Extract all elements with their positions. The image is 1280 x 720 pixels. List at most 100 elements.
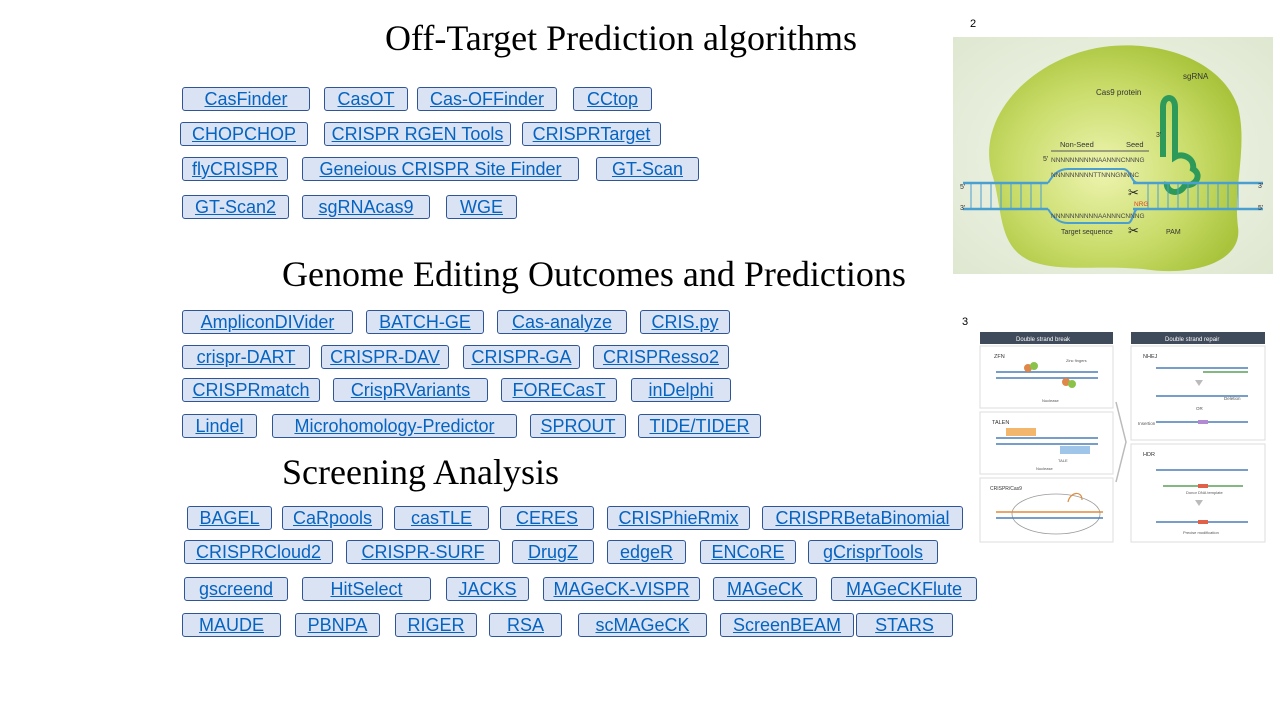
tool-button-edger[interactable]: edgeR <box>607 540 686 564</box>
tool-button-pbnpa[interactable]: PBNPA <box>295 613 380 637</box>
tool-button-amplicondivider[interactable]: AmpliconDIVider <box>182 310 353 334</box>
tool-button-castle[interactable]: casTLE <box>394 506 489 530</box>
tool-button-gt-scan2[interactable]: GT-Scan2 <box>182 195 289 219</box>
tool-button-lindel[interactable]: Lindel <box>182 414 257 438</box>
tool-button-cas-analyze[interactable]: Cas-analyze <box>497 310 627 334</box>
tool-button-carpools[interactable]: CaRpools <box>282 506 383 530</box>
dsb-header: Double strand break <box>1016 337 1071 343</box>
tool-button-chopchop[interactable]: CHOPCHOP <box>180 122 308 146</box>
figure3-number: 3 <box>962 316 969 328</box>
five-prime-seq: 5' <box>1043 156 1048 163</box>
talen-label: TALEN <box>992 420 1009 426</box>
tool-button-tide-tider[interactable]: TIDE/TIDER <box>638 414 761 438</box>
tool-button-gscreend[interactable]: gscreend <box>184 577 288 601</box>
dsr-header: Double strand repair <box>1165 337 1219 343</box>
down-arrow <box>1195 380 1203 386</box>
insertion-mark <box>1198 420 1208 424</box>
tool-button-flycrispr[interactable]: flyCRISPR <box>182 157 288 181</box>
zinc-finger-shape <box>1030 362 1038 370</box>
dsb-repair-diagram: Double strand break Double strand repair… <box>978 332 1268 545</box>
tool-button-crispr-dart[interactable]: crispr-DART <box>182 345 310 369</box>
tool-button-drugz[interactable]: DrugZ <box>512 540 594 564</box>
tool-button-crisprcloud2[interactable]: CRISPRCloud2 <box>184 540 333 564</box>
tool-button-encore[interactable]: ENCoRE <box>700 540 796 564</box>
tool-button-mageckflute[interactable]: MAGeCKFlute <box>831 577 977 601</box>
tool-button-indelphi[interactable]: inDelphi <box>631 378 731 402</box>
donor-label: Donor DNA template <box>1186 490 1223 495</box>
donor-mark <box>1198 484 1208 488</box>
tool-button-rsa[interactable]: RSA <box>489 613 562 637</box>
tool-button-hitselect[interactable]: HitSelect <box>302 577 431 601</box>
tool-button-crispresso2[interactable]: CRISPResso2 <box>593 345 729 369</box>
scissors-icon-lower: ✂ <box>1128 223 1139 238</box>
tool-button-crisprbetabinomial[interactable]: CRISPRBetaBinomial <box>762 506 963 530</box>
tool-button-mageck[interactable]: MAGeCK <box>713 577 817 601</box>
modification-mark <box>1198 520 1208 524</box>
tool-button-scmageck[interactable]: scMAGeCK <box>578 613 707 637</box>
tool-button-stars[interactable]: STARS <box>856 613 953 637</box>
tool-button-crisprmatch[interactable]: CRISPRmatch <box>182 378 320 402</box>
tool-button-gt-scan[interactable]: GT-Scan <box>596 157 699 181</box>
tool-button-sprout[interactable]: SPROUT <box>530 414 626 438</box>
tool-button-riger[interactable]: RIGER <box>395 613 477 637</box>
nrg-label: NRG <box>1134 201 1148 208</box>
tool-button-wge[interactable]: WGE <box>446 195 517 219</box>
tool-button-sgrnacas9[interactable]: sgRNAcas9 <box>302 195 430 219</box>
tool-button-ceres[interactable]: CERES <box>500 506 594 530</box>
sgrna-stemloop <box>1160 95 1201 195</box>
tool-button-forecast[interactable]: FORECasT <box>501 378 617 402</box>
figure2-number: 2 <box>970 18 977 30</box>
sequence-bottom: NNNNNNNNNNAANNNCNNNG <box>1051 213 1145 220</box>
tale-repeats <box>1060 446 1090 454</box>
tool-button-jacks[interactable]: JACKS <box>446 577 529 601</box>
or-label: OR <box>1196 406 1204 411</box>
sequence-top: NNNNNNNNNNAANNNCNNNG <box>1051 157 1145 164</box>
pam-label: PAM <box>1166 229 1181 236</box>
tool-button-crisphiermix[interactable]: CRISPhieRmix <box>607 506 750 530</box>
tool-button-crispr-ga[interactable]: CRISPR-GA <box>463 345 580 369</box>
tool-button-mageck-vispr[interactable]: MAGeCK-VISPR <box>543 577 700 601</box>
tool-button-maude[interactable]: MAUDE <box>182 613 281 637</box>
deletion-label: Deletion <box>1224 396 1241 401</box>
down-arrow <box>1195 500 1203 506</box>
cas9-outline <box>1011 493 1101 535</box>
zinc-fingers-label: Zinc fingers <box>1066 358 1087 363</box>
tool-button-gcrisprtools[interactable]: gCrisprTools <box>808 540 938 564</box>
nhej-panel <box>1130 345 1266 441</box>
offtarget-title: Off-Target Prediction algorithms <box>385 18 858 58</box>
five-prime-right: 5' <box>1258 205 1263 212</box>
scissors-icon: ✂ <box>1128 185 1139 200</box>
dsr-header-bar <box>1131 332 1265 344</box>
tool-button-crispr-rgen-tools[interactable]: CRISPR RGEN Tools <box>324 122 511 146</box>
tool-button-cctop[interactable]: CCtop <box>573 87 652 111</box>
tool-button-screenbeam[interactable]: ScreenBEAM <box>720 613 854 637</box>
tool-button-cas-offinder[interactable]: Cas-OFFinder <box>417 87 557 111</box>
zfn-label: ZFN <box>994 354 1005 360</box>
tool-button-casfinder[interactable]: CasFinder <box>182 87 310 111</box>
three-prime-sgrna: 3' <box>1156 132 1161 139</box>
sequence-middle: NNNNNNNNNTTNNNGNNNC <box>1051 172 1139 179</box>
tale-label: TALE <box>1058 458 1068 463</box>
zfn-panel <box>979 345 1114 409</box>
nuclease-label-zfn: Nuclease <box>1042 398 1059 403</box>
screening-title: Screening Analysis <box>282 452 559 492</box>
tool-button-batch-ge[interactable]: BATCH-GE <box>366 310 484 334</box>
tool-button-crispr-surf[interactable]: CRISPR-SURF <box>346 540 500 564</box>
tool-button-microhomology-predictor[interactable]: Microhomology-Predictor <box>272 414 517 438</box>
tool-button-crisprtarget[interactable]: CRISPRTarget <box>522 122 661 146</box>
genome-editing-title: Genome Editing Outcomes and Predictions <box>282 254 906 294</box>
five-prime-left: 5' <box>960 184 965 191</box>
tool-button-geneious-crispr-site-finder[interactable]: Geneious CRISPR Site Finder <box>302 157 579 181</box>
tool-button-crispr-dav[interactable]: CRISPR-DAV <box>321 345 449 369</box>
dsb-header-bar <box>980 332 1113 344</box>
insertion-label: Insertion <box>1138 421 1156 426</box>
precise-label: Precise modification <box>1183 530 1219 535</box>
tool-button-cris-py[interactable]: CRIS.py <box>640 310 730 334</box>
tool-button-crisprvariants[interactable]: CrispRVariants <box>333 378 488 402</box>
tool-button-bagel[interactable]: BAGEL <box>187 506 272 530</box>
three-prime-right: 3' <box>1258 183 1263 190</box>
talen-panel <box>979 411 1114 475</box>
target-sequence-label: Target sequence <box>1061 229 1113 236</box>
grna-loop <box>1067 492 1083 503</box>
tool-button-casot[interactable]: CasOT <box>324 87 408 111</box>
